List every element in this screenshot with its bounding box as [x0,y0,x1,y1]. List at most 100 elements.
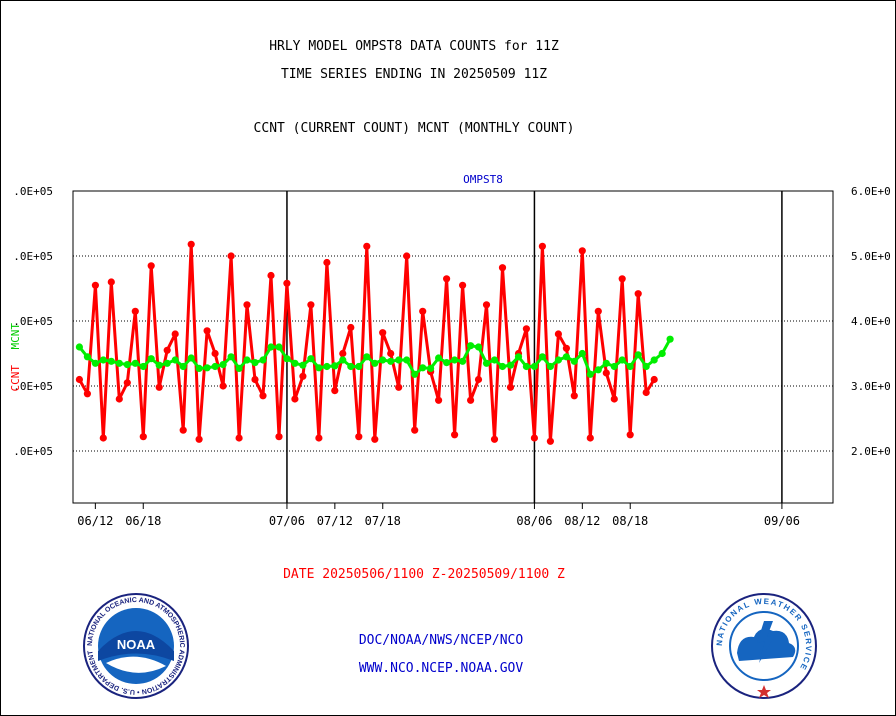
data-point-ccnt [634,290,642,298]
data-point-ccnt [482,301,491,309]
nws-logo-icon: NATIONAL WEATHER SERVICE [711,593,817,699]
data-point-mcnt [83,353,91,361]
data-point-mcnt [307,355,315,363]
data-point-mcnt [379,356,387,364]
data-point-mcnt [546,362,555,371]
data-point-ccnt [546,437,555,445]
data-point-mcnt [459,357,467,365]
data-point-ccnt [498,264,507,272]
series-line-ccnt [78,242,656,443]
y-left-tick-label: .0E+05 [13,315,53,328]
data-point-ccnt [243,301,251,309]
data-point-ccnt [562,344,571,352]
x-tick-label: 08/18 [612,514,648,528]
data-point-ccnt [299,372,307,380]
data-point-ccnt [650,375,658,384]
data-point-mcnt [227,353,235,361]
data-point-mcnt [387,357,395,365]
date-range-text: DATE 20250506/1100 Z-20250509/1100 Z [283,567,565,582]
data-point-ccnt [570,392,578,400]
y-left-tick-label: .0E+05 [13,445,53,458]
data-point-ccnt [99,434,107,442]
data-point-ccnt [171,330,179,338]
data-point-mcnt [634,351,642,359]
data-point-mcnt [666,335,674,343]
data-point-ccnt [139,433,147,441]
data-point-mcnt [355,362,363,371]
data-point-ccnt [195,435,203,443]
data-point-mcnt [91,359,99,367]
data-point-ccnt [371,435,379,443]
y-axis-label-ccnt: CCNT [9,365,22,392]
data-point-ccnt [331,387,339,395]
data-point-ccnt [610,395,618,403]
y-left-tick-label: .0E+05 [13,380,53,393]
data-point-mcnt [419,364,427,372]
data-point-mcnt [371,359,379,367]
data-point-ccnt [355,433,363,441]
data-point-mcnt [179,362,187,371]
data-point-ccnt [75,375,83,384]
data-point-ccnt [251,375,259,384]
chart-title-line2: TIME SERIES ENDING IN 20250509 11Z [280,67,548,82]
data-point-ccnt [594,307,602,315]
data-point-mcnt [403,356,411,364]
data-point-mcnt [323,362,331,371]
doc-noaa-link[interactable]: DOC/NOAA/NWS/NCEP/NCO [358,633,524,648]
data-point-mcnt [642,362,650,371]
data-point-mcnt [451,356,459,364]
data-point-ccnt [323,258,331,267]
data-point-mcnt [578,349,586,358]
data-point-mcnt [626,362,634,371]
data-point-mcnt [331,362,339,370]
data-point-ccnt [467,396,475,404]
data-point-ccnt [618,275,626,283]
data-point-mcnt [299,361,307,369]
data-point-ccnt [443,275,451,283]
chart-svg: .0E+05 6.0E+0 .0E+05 5.0E+0 .0E+05 4.0E+0 .0E+… [9,173,891,528]
data-point-ccnt [275,433,283,441]
data-point-mcnt [427,364,435,372]
x-tick-label: 06/18 [125,514,161,528]
data-point-ccnt [626,431,634,439]
data-point-mcnt [115,359,123,367]
data-point-mcnt [251,359,259,367]
y-right-tick-label: 5.0E+0 [851,250,891,263]
data-point-mcnt [163,359,171,367]
data-point-mcnt [650,356,658,364]
data-point-ccnt [283,279,291,287]
y-right-tick-label: 2.0E+0 [851,445,891,458]
data-point-ccnt [387,349,395,358]
plot-frame [72,190,834,504]
data-point-ccnt [363,242,371,250]
data-point-mcnt [139,362,147,371]
data-point-ccnt [459,281,467,289]
data-point-mcnt [506,361,515,369]
data-point-mcnt [498,362,507,371]
data-point-mcnt [123,361,131,369]
x-tick-label: 08/12 [564,514,600,528]
y-axis-label-mcnt: MCNT [9,323,22,350]
data-point-mcnt [570,357,578,365]
data-point-ccnt [642,388,650,397]
data-point-ccnt [578,247,586,255]
nco-website-link[interactable]: WWW.NCO.NCEP.NOAA.GOV [358,661,524,676]
data-point-mcnt [219,361,227,369]
data-point-mcnt [530,362,539,371]
data-point-mcnt [538,353,547,361]
data-point-mcnt [259,356,267,364]
data-point-ccnt [227,252,235,260]
x-tick-label: 07/06 [269,514,305,528]
data-point-ccnt [211,349,219,358]
data-point-mcnt [339,356,347,364]
x-tick-label: 07/18 [365,514,401,528]
data-point-ccnt [474,375,483,384]
data-point-mcnt [443,359,451,367]
data-point-ccnt [522,325,531,333]
data-point-ccnt [411,426,419,434]
y-left-tick-label: .0E+05 [13,250,53,263]
data-point-ccnt [530,434,539,442]
data-point-mcnt [411,370,419,378]
data-point-mcnt [347,362,355,371]
data-point-mcnt [155,361,163,369]
